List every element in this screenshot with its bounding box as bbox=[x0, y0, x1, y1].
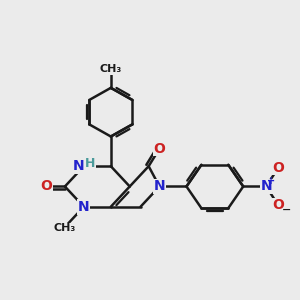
Text: N: N bbox=[78, 200, 90, 214]
Text: O: O bbox=[40, 179, 52, 194]
Text: CH₃: CH₃ bbox=[100, 64, 122, 74]
Text: N: N bbox=[260, 179, 272, 194]
Text: O: O bbox=[154, 142, 165, 156]
Text: H: H bbox=[85, 157, 96, 170]
Text: O: O bbox=[272, 198, 284, 212]
Text: CH₃: CH₃ bbox=[54, 224, 76, 233]
Text: +: + bbox=[267, 176, 275, 185]
Text: N: N bbox=[154, 179, 165, 194]
Text: O: O bbox=[272, 160, 284, 175]
Text: N: N bbox=[73, 159, 85, 173]
Text: −: − bbox=[282, 205, 291, 215]
